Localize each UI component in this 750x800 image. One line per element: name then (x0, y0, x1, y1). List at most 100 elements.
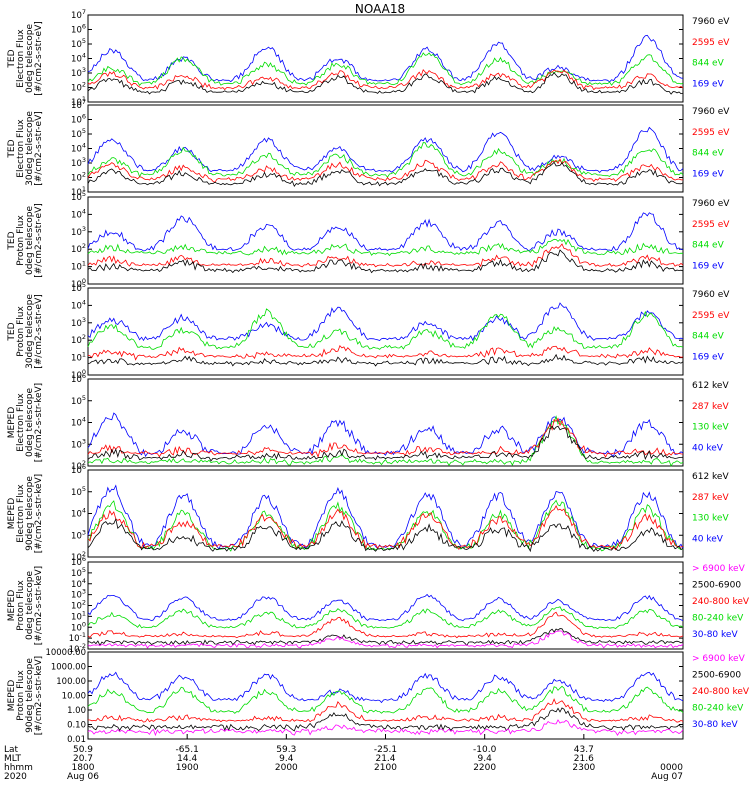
legend-entry: 2595 eV (692, 38, 730, 48)
series-line (87, 484, 684, 550)
x-tick-mlt: 9.4 (478, 754, 493, 764)
series-line (87, 685, 684, 714)
x-row-label: MLT (4, 754, 22, 764)
panel-y-label: MEPEDProton Flux90deg telescope[#/cm2-s-… (7, 656, 44, 735)
legend-entry: 40 keV (692, 443, 724, 453)
y-tick-label: 1.00 (67, 706, 86, 716)
legend-entry: 30-80 keV (692, 630, 738, 640)
legend-entry: 844 eV (692, 241, 725, 251)
x-tick-lat: 50.9 (73, 745, 93, 755)
legend-entry: 844 eV (692, 59, 725, 69)
series-line (87, 412, 684, 458)
y-tick-label: 104 (71, 416, 86, 429)
legend-entry: 169 eV (692, 352, 725, 362)
legend-entry: 287 keV (692, 493, 729, 503)
legend-entry: 169 eV (692, 261, 725, 271)
y-tick-label: 100.00 (56, 677, 86, 687)
legend-entry: 40 keV (692, 534, 724, 544)
legend-entry: 612 keV (692, 381, 729, 391)
series-line (87, 72, 684, 95)
legend-entry: 612 keV (692, 472, 729, 482)
y-tick-label: 10-2 (69, 642, 86, 655)
y-tick-label: 105 (71, 127, 86, 140)
panel-y-label: TEDProton Flux0deg telescope[#/cm2-s-str… (7, 203, 44, 278)
series-line (87, 698, 684, 723)
y-tick-label: 105 (71, 37, 86, 50)
series-line (87, 417, 684, 459)
y-tick-label: 102 (71, 333, 86, 346)
legend-entry: 7960 eV (692, 199, 730, 209)
legend-entry: 7960 eV (692, 17, 730, 27)
legend-entry: 130 keV (692, 423, 729, 433)
legend-entry: 7960 eV (692, 107, 730, 117)
y-tick-label: 103 (71, 66, 86, 79)
series-line (87, 249, 684, 274)
series-line (87, 212, 684, 252)
y-tick-label: 100 (71, 277, 86, 290)
y-tick-label: 105 (71, 190, 86, 203)
series-line (87, 517, 684, 553)
y-tick-label: 103 (71, 316, 86, 329)
series-line (87, 630, 684, 649)
x-tick-hhmm: 0000 (660, 763, 683, 773)
y-tick-label: 105 (71, 566, 86, 579)
legend-entry: 2595 eV (692, 311, 730, 321)
y-tick-label: 103 (71, 437, 86, 450)
series-line (87, 158, 684, 183)
x-tick-hhmm: 2200 (473, 763, 496, 773)
panel-y-label: MEPEDElectron Flux90deg telescope[#/cm2-… (7, 474, 44, 553)
legend-entry: 130 keV (692, 514, 729, 524)
y-tick-label: 105 (71, 281, 86, 294)
x-tick-mlt: 14.4 (177, 754, 197, 764)
y-tick-label: 106 (71, 372, 86, 385)
y-tick-label: 107 (71, 8, 86, 21)
legend-entry: 2595 eV (692, 128, 730, 138)
series-line (87, 302, 684, 342)
y-tick-label: 104 (71, 142, 86, 155)
y-tick-label: 104 (71, 507, 86, 520)
y-tick-label: 10.00 (62, 692, 86, 702)
y-tick-label: 0.10 (67, 721, 86, 731)
series-line (87, 671, 684, 704)
panel-y-label: MEPEDElectron Flux0deg telescope[#/cm2-s… (7, 383, 44, 462)
x-row-label: 2020 (4, 772, 27, 782)
panel-y-label: TEDElectron Flux0deg telescope[#/cm2-s-s… (7, 21, 44, 96)
panel-y-label: TEDElectron Flux30deg telescope[#/cm2-s-… (7, 111, 44, 186)
y-tick-label: 101 (71, 260, 86, 273)
legend-entry: 169 eV (692, 79, 725, 89)
series-line (87, 415, 684, 467)
y-tick-label: 100 (71, 368, 86, 381)
y-tick-label: 106 (71, 463, 86, 476)
y-tick-label: 103 (71, 225, 86, 238)
panel-frame (87, 287, 684, 376)
legend-entry: 287 keV (692, 402, 729, 412)
y-tick-label: 102 (71, 599, 86, 612)
y-tick-label: 1000.00 (51, 663, 86, 673)
panel-6: 102 103 104 105 106 MEPEDElectron Flux90deg t… (7, 463, 729, 563)
series-line (87, 126, 684, 173)
y-tick-label: 102 (71, 242, 86, 255)
x-tick-lat: -65.1 (176, 745, 199, 755)
legend-entry: 2595 eV (692, 220, 730, 230)
y-tick-label: 103 (71, 156, 86, 169)
x-tick-lat: 59.3 (276, 745, 296, 755)
legend-entry: 80-240 keV (692, 613, 744, 623)
x-tick-hhmm: 1800 (72, 763, 95, 773)
y-tick-label: 102 (71, 550, 86, 563)
panel-frame (87, 104, 684, 193)
y-tick-label: 104 (71, 577, 86, 590)
series-line (87, 142, 684, 178)
legend-entry: > 6900 keV (692, 654, 746, 664)
legend-entry: 844 eV (692, 149, 725, 159)
series-line (87, 353, 684, 367)
series-line (87, 308, 684, 350)
series-line (87, 611, 684, 639)
legend-entry: 80-240 keV (692, 703, 744, 713)
series-line (87, 52, 684, 86)
